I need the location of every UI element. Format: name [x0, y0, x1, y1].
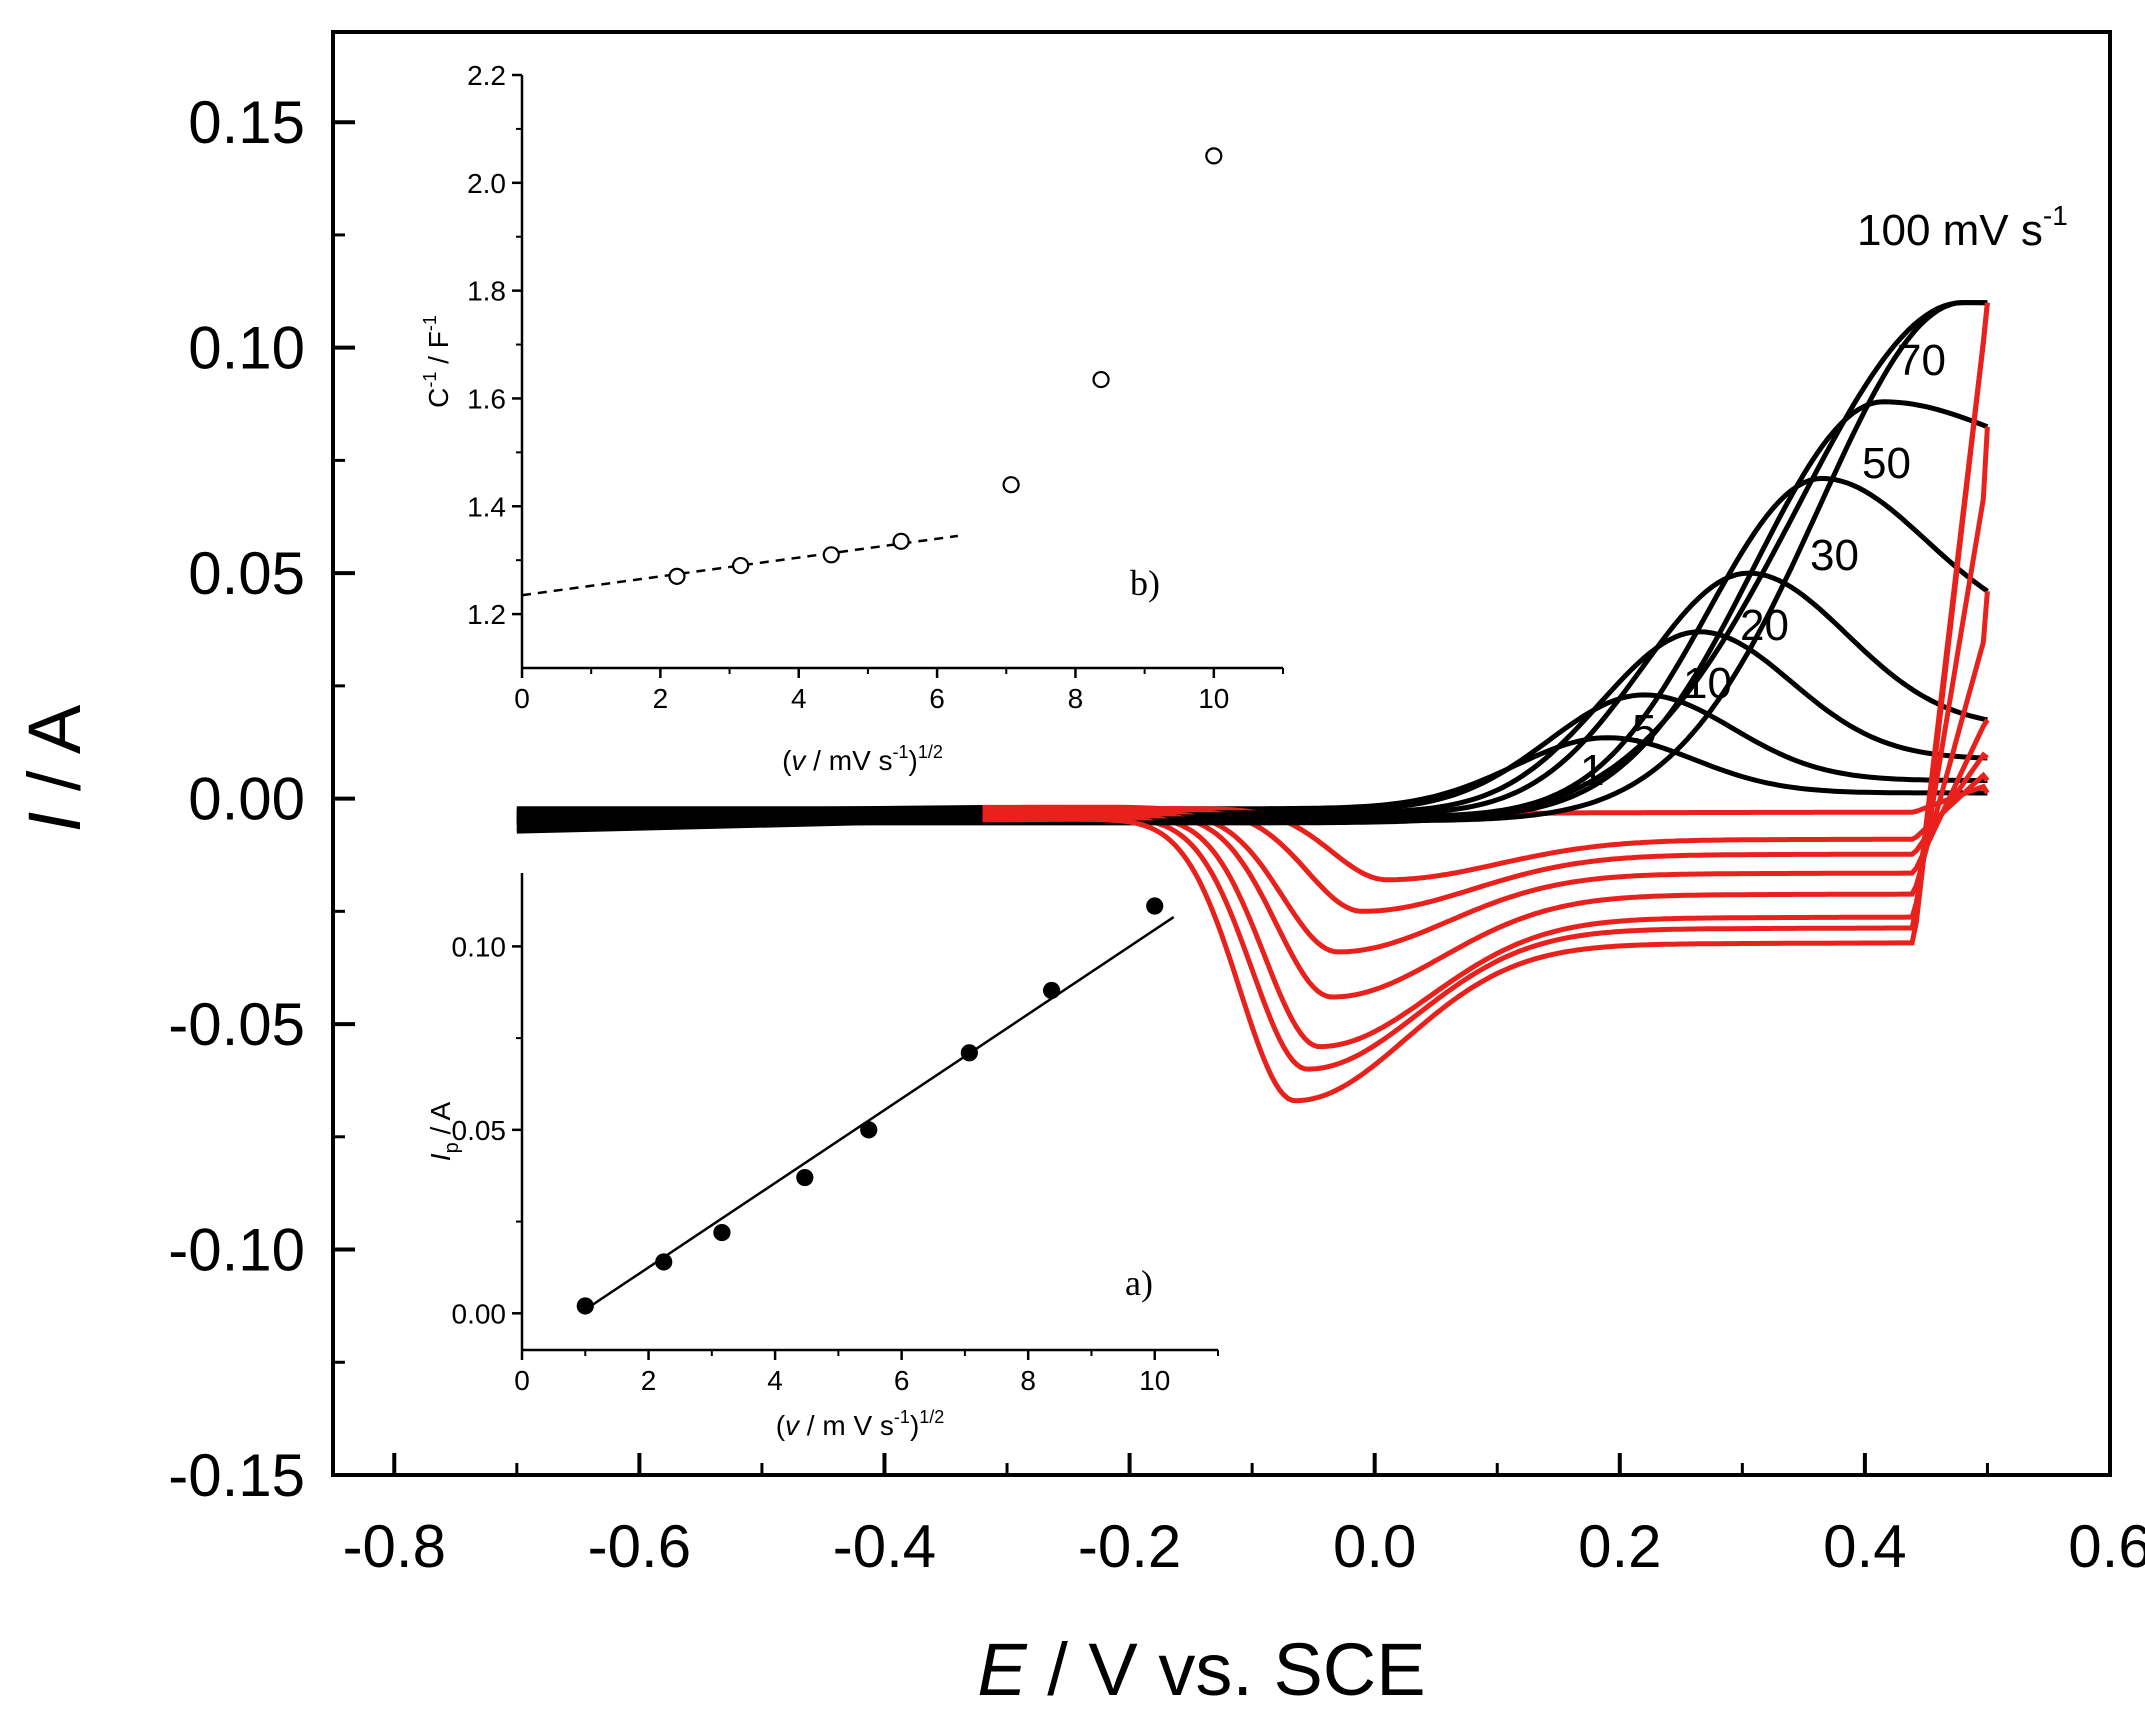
cv-cathodic-sweep-30 — [982, 591, 1990, 1000]
inset-b-y-tick-label: 1.4 — [467, 491, 506, 522]
main-x-tick-label: 0.6 — [2068, 1513, 2145, 1580]
inset-b-x-tick-label: 10 — [1198, 683, 1229, 714]
inset-a-data-point — [655, 1253, 673, 1271]
curve-label-5: 5 — [1632, 706, 1656, 755]
main-x-axis-title: E / V vs. SCE — [977, 1628, 1425, 1711]
inset-a-fit-line — [584, 915, 1175, 1311]
inset-a-data-point — [1146, 897, 1164, 915]
main-y-axis-title: I / A — [13, 704, 96, 832]
curve-label-1: 1 — [1580, 746, 1604, 795]
main-y-tick-label: -0.05 — [168, 991, 305, 1058]
inset-a-y-tick-label: 0.10 — [452, 931, 507, 962]
inset-a-x-tick-label: 10 — [1139, 1365, 1170, 1396]
curve-label-10: 10 — [1683, 659, 1732, 708]
main-plot-frame — [331, 30, 2112, 1477]
inset-a-data-point — [860, 1121, 878, 1139]
inset-b-data-point — [1002, 476, 1020, 494]
inset-a-data-point — [1042, 981, 1061, 1000]
inset-b-x-tick-label: 0 — [514, 683, 530, 714]
main-x-tick-label: 0.4 — [1823, 1513, 1906, 1580]
main-x-axis: -0.8 -0.6 -0.4 -0.2 0.0 0.2 0.4 0.6 — [343, 1453, 2145, 1580]
inset-b-y-tick-label: 2.0 — [467, 168, 506, 199]
inset-b-data-point — [822, 546, 840, 564]
inset-b-y-tick-label: 1.2 — [467, 599, 506, 630]
main-y-tick-label: 0.10 — [188, 315, 305, 382]
inset-a: 0 2 4 6 8 10 0.00 0.05 0.10 a) (v / m V s-1)1/2 Ip … — [425, 873, 1219, 1441]
inset-b-data-point — [668, 567, 686, 585]
cv-cathodic-sweep-100 — [982, 302, 1990, 1104]
inset-a-y-tick-label: 0.05 — [452, 1115, 507, 1146]
inset-b-y-tick-label: 1.8 — [467, 276, 506, 307]
inset-a-panel-label: a) — [1125, 1263, 1153, 1303]
inset-b-data-point — [732, 556, 750, 575]
main-x-tick-label: -0.2 — [1078, 1513, 1181, 1580]
inset-a-x-tick-label: 8 — [1020, 1365, 1036, 1396]
inset-a-x-tick-label: 4 — [767, 1365, 783, 1396]
cv-curves — [516, 300, 1990, 1104]
inset-b-x-tick-label: 2 — [653, 683, 669, 714]
main-y-tick-label: -0.10 — [168, 1217, 305, 1284]
inset-b-data-point — [1092, 370, 1110, 389]
inset-b-panel-label: b) — [1130, 563, 1160, 603]
main-y-axis: -0.15 -0.10 -0.05 0.00 0.05 0.10 0.15 — [168, 89, 355, 1509]
inset-a-data-point — [576, 1297, 594, 1315]
main-x-tick-label: -0.4 — [833, 1513, 936, 1580]
curve-label-100: 100 mV s-1 — [1857, 200, 2068, 255]
main-y-tick-label: -0.15 — [168, 1442, 305, 1509]
inset-b-x-axis-title: (v / mV s-1)1/2 — [782, 742, 943, 776]
inset-a-data-point — [796, 1168, 814, 1187]
inset-a-x-axis-title: (v / m V s-1)1/2 — [776, 1407, 945, 1441]
inset-a-x-tick-label: 6 — [894, 1365, 910, 1396]
inset-a-data-point — [713, 1223, 731, 1242]
inset-b-x-tick-label: 6 — [929, 683, 945, 714]
main-x-tick-label: -0.8 — [343, 1513, 446, 1580]
inset-b: 0 2 4 6 8 10 1.2 1.4 1.6 1.8 2.0 2.2 b) (v / mV s-1)1… — [420, 60, 1284, 776]
inset-b-x-tick-label: 4 — [791, 683, 807, 714]
inset-b-data-point — [892, 532, 910, 550]
inset-b-y-tick-label: 1.6 — [467, 383, 506, 414]
inset-a-data-point — [960, 1044, 978, 1062]
main-y-tick-label: 0.05 — [188, 540, 305, 607]
cv-return-sweep-100 — [516, 817, 983, 834]
inset-a-y-axis-title: Ip / A — [425, 1101, 463, 1161]
inset-b-y-tick-label: 2.2 — [467, 60, 506, 91]
curve-label-30: 30 — [1810, 531, 1859, 580]
inset-a-y-tick-label: 0.00 — [452, 1298, 507, 1329]
inset-b-data-point — [1205, 147, 1223, 165]
inset-b-y-axis-title: C-1 / F-1 — [420, 315, 454, 408]
inset-b-x-tick-label: 8 — [1068, 683, 1084, 714]
main-x-tick-label: 0.0 — [1333, 1513, 1416, 1580]
main-y-tick-label: 0.15 — [188, 89, 305, 156]
main-plot: -0.8 -0.6 -0.4 -0.2 0.0 0.2 0.4 0.6-0.15-0.10-0… — [13, 30, 2145, 1711]
inset-a-x-tick-label: 0 — [514, 1365, 530, 1396]
main-y-tick-label: 0.00 — [188, 766, 305, 833]
curve-label-20: 20 — [1740, 601, 1789, 650]
main-x-tick-label: 0.2 — [1578, 1513, 1661, 1580]
inset-a-x-tick-label: 2 — [641, 1365, 657, 1396]
main-x-tick-label: -0.6 — [588, 1513, 691, 1580]
cv-cathodic-sweep-50 — [982, 426, 1990, 1050]
curve-label-70: 70 — [1897, 336, 1946, 385]
curve-label-50: 50 — [1862, 439, 1911, 488]
